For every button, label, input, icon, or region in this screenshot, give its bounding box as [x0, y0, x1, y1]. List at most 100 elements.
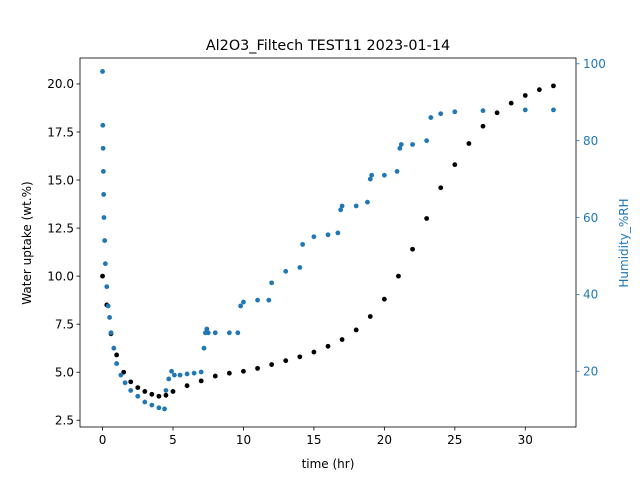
- humidity-point: [397, 145, 403, 151]
- water-uptake-point: [339, 337, 345, 342]
- x-tick-label: 20: [377, 433, 392, 447]
- y-tick-label: 12.5: [47, 221, 74, 235]
- water-uptake-point: [184, 383, 190, 389]
- y2-tick-label: 40: [583, 288, 598, 302]
- y2-tick-label: 100: [583, 57, 606, 71]
- x-tick-label: 5: [169, 433, 177, 447]
- y-tick-label: 15.0: [47, 173, 74, 187]
- humidity-point: [100, 122, 106, 128]
- y-tick-label: 7.5: [55, 317, 74, 331]
- humidity-point: [266, 297, 272, 303]
- humidity-point: [238, 303, 244, 309]
- humidity-point: [394, 168, 400, 174]
- humidity-point: [156, 405, 162, 411]
- humidity-point: [365, 199, 370, 205]
- humidity-point: [398, 142, 404, 147]
- water-uptake-point: [149, 391, 155, 397]
- water-uptake-point: [452, 162, 458, 168]
- humidity-point: [428, 115, 434, 120]
- water-uptake-point: [410, 246, 415, 252]
- y2-tick-label: 80: [583, 134, 598, 148]
- humidity-point: [169, 368, 174, 374]
- water-uptake-point: [311, 349, 317, 355]
- water-uptake-point: [170, 389, 176, 394]
- humidity-point: [100, 168, 106, 174]
- humidity-point: [114, 361, 120, 366]
- humidity-point: [338, 207, 344, 213]
- water-uptake-point: [297, 354, 303, 360]
- water-uptake-point: [114, 352, 120, 358]
- water-uptake-point: [255, 365, 260, 371]
- humidity-point: [410, 142, 415, 147]
- humidity-point: [172, 372, 177, 378]
- water-uptake-point: [367, 314, 373, 319]
- water-uptake-point: [424, 216, 430, 221]
- humidity-point: [201, 345, 207, 351]
- water-uptake-point: [438, 185, 444, 191]
- water-uptake-series: [100, 83, 556, 399]
- water-uptake-point: [508, 100, 514, 106]
- y2-tick-label: 60: [583, 211, 598, 225]
- humidity-point: [191, 370, 197, 376]
- water-uptake-point: [494, 110, 500, 116]
- water-uptake-point: [156, 393, 162, 399]
- y-tick-label: 17.5: [47, 125, 74, 139]
- humidity-point: [522, 107, 528, 113]
- humidity-point: [101, 215, 107, 220]
- humidity-point: [118, 372, 124, 378]
- water-uptake-point: [241, 368, 246, 374]
- humidity-point: [184, 371, 190, 377]
- series-layer: [100, 69, 556, 412]
- humidity-point: [367, 176, 373, 182]
- humidity-point: [235, 330, 241, 336]
- y2-tick-label: 20: [583, 365, 598, 379]
- humidity-point: [163, 388, 169, 393]
- humidity-point: [424, 138, 430, 144]
- humidity-point: [177, 372, 183, 378]
- water-uptake-point: [381, 296, 387, 302]
- humidity-point: [480, 108, 486, 114]
- water-uptake-point: [325, 343, 331, 349]
- water-uptake-point: [269, 362, 275, 367]
- humidity-point: [128, 388, 134, 393]
- y-tick-label: 5.0: [55, 366, 74, 380]
- humidity-point: [438, 111, 444, 117]
- humidity-point: [166, 376, 172, 382]
- water-uptake-point: [198, 378, 204, 384]
- humidity-point: [105, 303, 111, 309]
- humidity-point: [101, 192, 107, 197]
- water-uptake-point: [100, 273, 105, 279]
- humidity-point: [102, 238, 108, 243]
- water-uptake-point: [283, 358, 289, 364]
- humidity-point: [107, 315, 112, 320]
- humidity-point: [204, 326, 210, 332]
- y-tick-label: 10.0: [47, 269, 74, 283]
- humidity-point: [311, 234, 317, 240]
- water-uptake-point: [212, 373, 218, 379]
- humidity-point: [100, 145, 106, 151]
- humidity-point: [369, 172, 375, 178]
- water-uptake-point: [135, 385, 141, 390]
- y2-axis-label: Humidity_%RH: [617, 198, 631, 287]
- humidity-point: [102, 261, 108, 267]
- y-tick-label: 20.0: [47, 77, 74, 91]
- humidity-point: [111, 345, 117, 351]
- water-uptake-point: [522, 93, 528, 98]
- humidity-point: [212, 330, 218, 336]
- humidity-point: [269, 280, 275, 286]
- x-tick-label: 25: [447, 433, 462, 447]
- chart-title: Al2O3_Filtech TEST11 2023-01-14: [206, 38, 450, 54]
- humidity-point: [297, 265, 303, 270]
- humidity-point: [142, 399, 148, 405]
- x-tick-label: 15: [306, 433, 321, 447]
- humidity-point: [325, 232, 331, 238]
- x-tick-label: 30: [518, 433, 533, 447]
- water-uptake-point: [536, 87, 542, 93]
- humidity-point: [149, 402, 155, 408]
- x-tick-label: 10: [236, 433, 251, 447]
- x-tick-label: 0: [99, 433, 107, 447]
- humidity-point: [283, 268, 289, 274]
- humidity-point: [241, 299, 246, 305]
